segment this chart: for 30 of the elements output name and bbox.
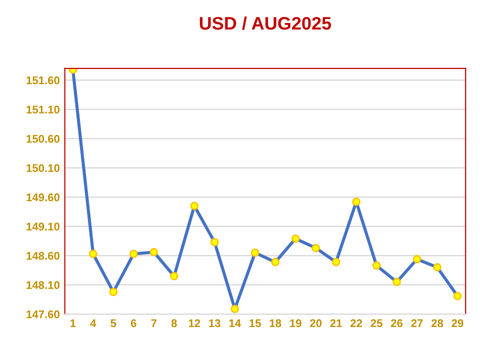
y-tick-label: 148.10 bbox=[26, 281, 60, 290]
y-tick-label: 149.10 bbox=[26, 222, 60, 231]
chart-title: USD / AUG2025 bbox=[200, 16, 332, 30]
x-tick-label: 1 bbox=[70, 319, 76, 328]
x-tick-label: 28 bbox=[431, 319, 444, 328]
x-tick-label: 21 bbox=[330, 319, 342, 328]
y-tick-label: 150.60 bbox=[26, 134, 60, 143]
y-tick-label: 151.60 bbox=[26, 76, 60, 84]
x-tick-label: 13 bbox=[209, 319, 220, 328]
x-tick-label: 14 bbox=[229, 319, 241, 328]
x-tick-label: 15 bbox=[250, 319, 261, 328]
y-tick-label: 149.60 bbox=[26, 193, 60, 202]
x-tick-label: 20 bbox=[310, 319, 322, 328]
x-tick-label: 22 bbox=[350, 319, 362, 328]
x-tick-label: 25 bbox=[370, 319, 382, 328]
x-tick-label: 6 bbox=[130, 319, 136, 328]
x-tick-label: 5 bbox=[110, 319, 116, 328]
x-tick-label: 8 bbox=[171, 319, 177, 328]
x-tick-label: 4 bbox=[90, 319, 96, 328]
x-tick-label: 26 bbox=[390, 319, 403, 328]
y-tick-label: 147.60 bbox=[26, 310, 60, 318]
x-tick-label: 29 bbox=[452, 319, 464, 328]
y-tick-label: 150.10 bbox=[26, 164, 60, 172]
x-tick-label: 12 bbox=[188, 319, 200, 328]
y-tick-label: 148.60 bbox=[26, 252, 60, 260]
y-tick-label: 151.10 bbox=[26, 106, 60, 114]
x-tick-label: 18 bbox=[270, 319, 282, 328]
x-tick-label: 27 bbox=[411, 319, 423, 328]
x-tick-label: 19 bbox=[290, 319, 302, 328]
x-tick-label: 7 bbox=[151, 319, 156, 328]
